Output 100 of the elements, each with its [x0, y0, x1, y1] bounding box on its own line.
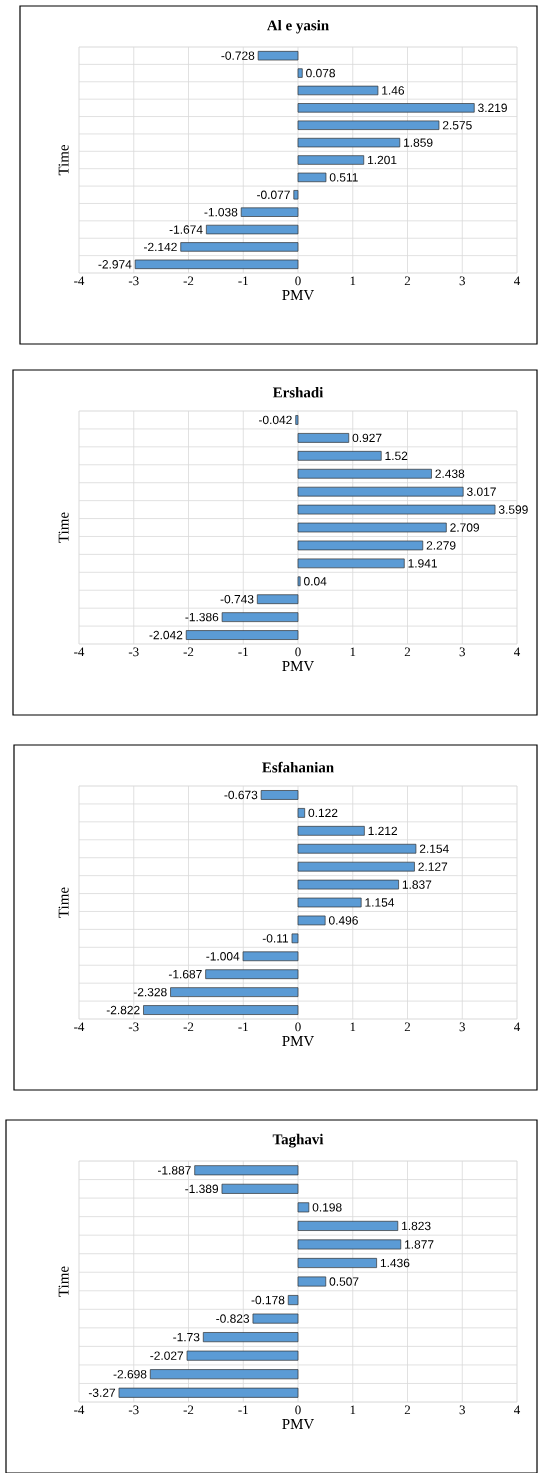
x-tick-label: 4 — [514, 1022, 521, 1032]
data-label: 0.927 — [352, 433, 382, 443]
data-label: 2.154 — [419, 844, 449, 853]
data-label: 0.507 — [329, 1277, 359, 1286]
x-tick-label: -1 — [238, 1405, 248, 1415]
data-label: -0.673 — [224, 790, 258, 800]
bar — [297, 68, 303, 78]
data-label: 2.709 — [450, 523, 480, 532]
bar — [297, 103, 475, 113]
bar — [297, 504, 496, 515]
bar — [185, 630, 299, 640]
data-label: -2.328 — [133, 987, 167, 997]
bar — [260, 790, 299, 800]
x-tick-label: 0 — [295, 1405, 301, 1415]
y-axis-title: Time — [58, 512, 69, 543]
data-label: 2.279 — [426, 541, 456, 550]
chart-title: Al e yasin — [267, 19, 329, 34]
bar — [297, 120, 440, 130]
bar — [291, 933, 299, 944]
bar — [297, 825, 365, 836]
data-label: -1.674 — [169, 225, 203, 234]
data-label: 0.078 — [306, 68, 336, 78]
x-tick-label: -3 — [128, 1405, 139, 1415]
data-label: -2.974 — [98, 260, 132, 269]
chart-title: Esfahanian — [262, 761, 334, 773]
x-axis-title: PMV — [282, 290, 315, 301]
bar — [170, 987, 299, 997]
x-axis-title: PMV — [282, 1419, 315, 1430]
bar — [297, 1276, 327, 1287]
data-label: -2.027 — [150, 1351, 184, 1360]
x-tick-label: -3 — [128, 647, 139, 657]
data-label: 0.198 — [312, 1203, 342, 1212]
data-label: 0.511 — [329, 173, 358, 182]
data-label: 1.877 — [405, 1240, 434, 1249]
x-tick-label: 1 — [350, 647, 356, 657]
data-label: -0.728 — [221, 51, 255, 60]
bar — [297, 486, 464, 497]
data-label: 2.127 — [418, 862, 448, 871]
bar — [252, 1313, 299, 1324]
x-tick-label: -1 — [238, 276, 248, 286]
bar — [297, 1258, 377, 1268]
x-tick-label: -4 — [74, 647, 85, 657]
x-axis-title: PMV — [282, 1036, 315, 1047]
bar — [297, 433, 350, 443]
x-tick-label: -4 — [74, 1022, 85, 1032]
data-label: -0.077 — [257, 190, 290, 199]
bar — [297, 1220, 399, 1231]
bar — [293, 190, 299, 200]
data-label: -0.042 — [258, 415, 292, 425]
bar — [221, 612, 299, 622]
data-label: 1.46 — [382, 86, 405, 95]
x-tick-label: 1 — [350, 1405, 356, 1415]
bar — [242, 951, 299, 962]
x-tick-label: -4 — [74, 276, 85, 286]
data-label: 1.52 — [385, 451, 408, 461]
bar — [149, 1369, 299, 1380]
x-tick-label: 2 — [404, 1022, 411, 1032]
data-label: -1.73 — [173, 1332, 200, 1342]
y-axis-title: Time — [58, 145, 69, 176]
x-tick-label: -1 — [238, 647, 248, 657]
bar — [297, 1202, 310, 1213]
data-label: -1.389 — [185, 1184, 219, 1194]
data-label: 1.154 — [365, 898, 395, 907]
x-tick-label: 0 — [295, 647, 301, 657]
data-label: -2.042 — [149, 630, 183, 640]
bar — [297, 843, 417, 854]
data-label: 3.219 — [478, 103, 507, 113]
data-label: -1.004 — [206, 952, 240, 961]
bar — [297, 576, 301, 587]
bar — [257, 51, 299, 61]
y-axis-title: Time — [58, 1266, 69, 1297]
x-tick-label: 2 — [404, 276, 411, 286]
bar — [206, 224, 299, 235]
data-label: -0.11 — [262, 934, 289, 943]
bar — [186, 1350, 299, 1361]
x-tick-label: -1 — [238, 1022, 248, 1032]
x-tick-label: 2 — [404, 1405, 411, 1415]
data-label: 1.436 — [380, 1258, 410, 1268]
bar — [297, 861, 415, 872]
data-label: 3.599 — [498, 505, 528, 514]
bar — [287, 1295, 299, 1306]
bar — [297, 1239, 402, 1250]
bar — [297, 915, 326, 926]
x-tick-label: -2 — [183, 276, 194, 286]
bar — [295, 415, 299, 425]
bar — [297, 522, 447, 533]
bar — [194, 1165, 299, 1176]
bar — [180, 242, 299, 252]
data-label: 1.823 — [402, 1221, 431, 1231]
data-label: -1.687 — [168, 969, 202, 979]
x-tick-label: 3 — [459, 276, 465, 286]
data-label: -0.823 — [216, 1314, 250, 1323]
x-tick-label: 3 — [459, 1405, 465, 1415]
data-label: -0.178 — [251, 1295, 285, 1305]
x-tick-label: 4 — [514, 647, 521, 657]
x-tick-label: -2 — [183, 647, 194, 657]
x-tick-label: 0 — [295, 1022, 301, 1032]
bar — [297, 897, 362, 908]
x-tick-label: 4 — [514, 276, 521, 286]
bar — [143, 1005, 299, 1015]
